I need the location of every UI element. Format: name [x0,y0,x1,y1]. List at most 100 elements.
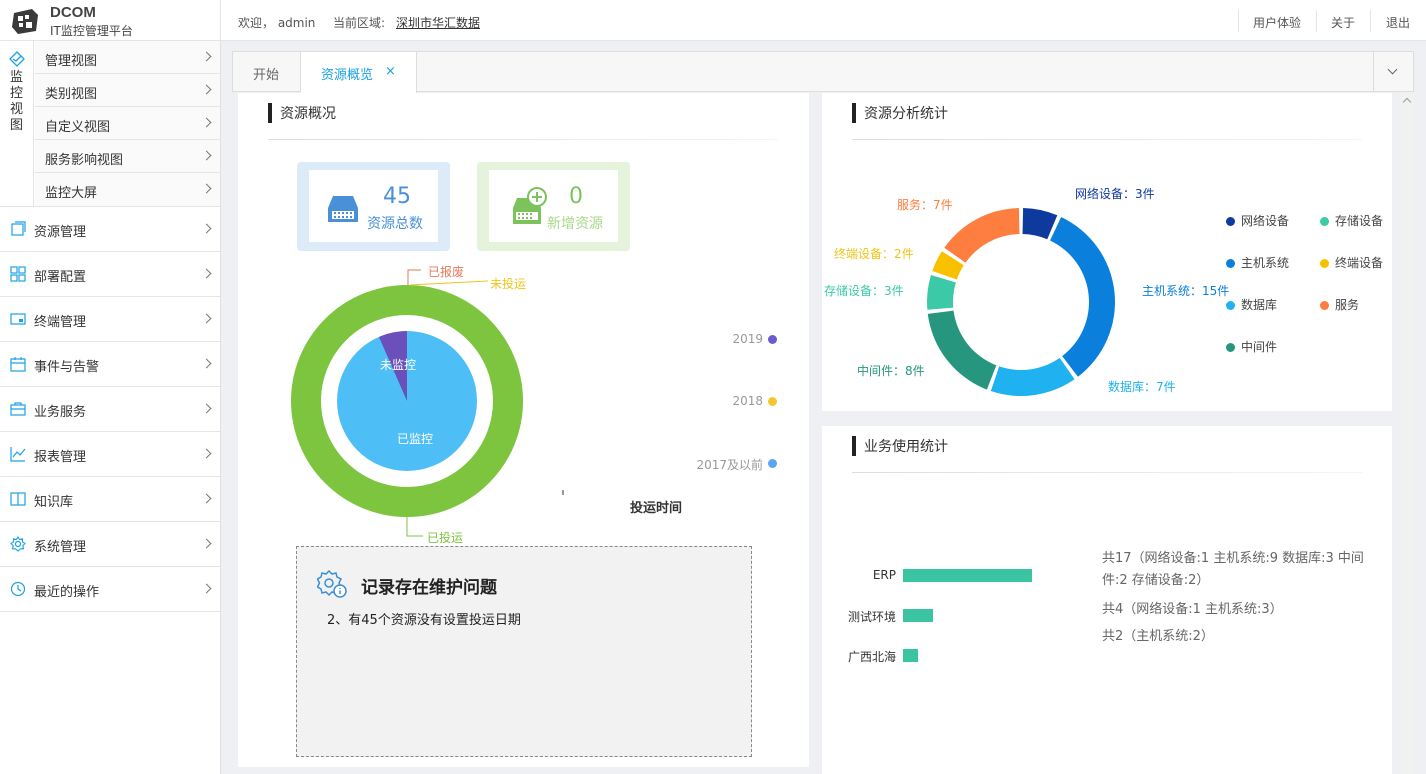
donut-slice-host-system[interactable] [1050,217,1115,377]
resource-analysis-donut [927,208,1115,397]
tab-close-icon[interactable]: × [385,64,396,79]
new-resources-card[interactable]: 0 新增资源 [477,162,630,251]
donut-slice-storage-device[interactable] [927,274,956,310]
monitor-icon [9,51,25,67]
total-resources-value: 45 [383,184,411,209]
chevron-right-icon [201,150,212,161]
tab-resource-overview[interactable]: 资源概览 [301,52,417,93]
sidebar-item-system-management[interactable]: 系统管理 [0,522,220,567]
chevron-down-icon [1387,64,1398,75]
sidebar-item-label: 知识库 [34,495,74,510]
sidebar-item-category-view[interactable]: 类别视图 [35,74,220,107]
sidebar-item-label: 资源管理 [34,225,87,240]
bar-note-erp: 共17（网络设备:1 主机系统:9 数据库:3 中间件:2 存储设备:2） [1102,551,1364,588]
chevron-right-icon [201,183,212,194]
legend-label: 存储设备 [1335,214,1384,228]
legend-item[interactable]: 主机系统 [1226,254,1289,271]
sidebar-item-label: 部署配置 [34,270,87,285]
legend-dot [1226,259,1235,268]
sidebar-item-service-impact-view[interactable]: 服务影响视图 [35,140,220,173]
donut-slice-service[interactable] [944,208,1020,263]
chevron-right-icon [201,583,212,594]
legend-item[interactable]: 存储设备 [1320,212,1383,229]
bar-label-guangxi-beihai: 广西北海 [847,650,896,664]
sidebar-item-management-view[interactable]: 管理视图 [35,41,220,74]
legend-item[interactable]: 服务 [1320,296,1359,313]
bar-guangxi-beihai[interactable] [903,649,918,662]
donut-slice-middleware[interactable] [927,310,997,390]
year-2019-label: 2019 [732,332,763,346]
legend-label: 数据库 [1241,298,1278,312]
scroll-up-icon [1402,97,1412,107]
tab-menu-button[interactable] [1373,52,1413,92]
welcome-text: 欢迎， admin [238,16,316,30]
sidebar-item-custom-view[interactable]: 自定义视图 [35,107,220,140]
tab-label: 资源概览 [321,68,374,83]
chevron-right-icon [201,84,212,95]
chevron-right-icon [201,538,212,549]
legend-dot [1226,217,1235,226]
unmonitored-slice [379,331,407,401]
year-2018-label: 2018 [732,394,763,408]
bar-test-env[interactable] [903,609,933,622]
donut-slice-network-device[interactable] [1022,208,1058,240]
total-resources-label: 资源总数 [367,216,423,232]
sidebar-item-resource-management[interactable]: 资源管理 [0,207,220,252]
sidebar-item-deploy-config[interactable]: 部署配置 [0,252,220,297]
server-icon [328,196,358,222]
leader-line [407,269,421,285]
legend-dot [1320,217,1329,226]
year-2017-label: 2017及以前 [696,458,763,472]
region-link[interactable]: 深圳市华汇数据 [396,16,481,30]
legend-label: 终端设备 [1335,256,1384,270]
scrapped-label: 已报废 [428,265,465,279]
sidebar-item-label: 最近的操作 [34,585,100,600]
legend-label: 主机系统 [1241,256,1290,270]
chevron-right-icon [201,448,212,459]
deploy-icon [10,266,26,282]
sidebar-item-report-management[interactable]: 报表管理 [0,432,220,477]
divider [852,139,1362,140]
tab-start[interactable]: 开始 [233,52,301,92]
donut-slice-database[interactable] [990,357,1075,397]
sidebar-item-label: 业务服务 [34,405,87,420]
legend-item[interactable]: 数据库 [1226,296,1277,313]
sidebar-item-label: 终端管理 [34,315,87,330]
sidebar-item-terminal-management[interactable]: 终端管理 [0,297,220,342]
deployment-status-chart [291,269,564,537]
bar-erp[interactable] [903,569,1032,582]
legend-item[interactable]: 终端设备 [1320,254,1383,271]
sidebar-item-monitor-screen[interactable]: 监控大屏 [35,173,220,206]
new-resources-label: 新增资源 [547,216,603,232]
sidebar-item-business-service[interactable]: 业务服务 [0,387,220,432]
monitored-label: 已监控 [397,432,434,446]
monitor-view-label[interactable]: 监控视图 [0,41,34,207]
scrollbar[interactable] [1400,93,1414,774]
bar-note-test-env: 共4（网络设备:1 主机系统:3） [1102,602,1283,617]
app-logo[interactable]: DCOM IT监控管理平台 [0,0,221,41]
user-experience-link[interactable]: 用户体验 [1253,16,1302,30]
resource-analysis-panel: 资源分析统计 网络设备：3件 主机系统：15件 数据库：7件 中间件：8件 存储设备：3… [822,93,1392,411]
alarm-icon [10,357,26,372]
sidebar-item-events-alarms[interactable]: 事件与告警 [0,342,220,387]
book-icon [10,492,26,506]
app-subtitle: IT监控管理平台 [50,24,133,38]
sidebar-item-label: 服务影响视图 [45,153,124,168]
sidebar-item-knowledge-base[interactable]: 知识库 [0,477,220,522]
chevron-right-icon [201,358,212,369]
chevron-right-icon [201,51,212,62]
legend-item[interactable]: 网络设备 [1226,212,1289,229]
deploy-time-label: 投运时间 [630,501,683,516]
resource-overview-panel: 资源概况 45 资源总数 0 新增资源 [238,93,809,767]
sidebar-item-recent-operations[interactable]: 最近的操作 [0,567,220,612]
total-resources-card[interactable]: 45 资源总数 [297,162,450,251]
top-header: DCOM IT监控管理平台 欢迎， admin 当前区域: 深圳市华汇数据 用户… [0,0,1426,41]
about-link[interactable]: 关于 [1331,16,1356,30]
donut-slice-terminal-device[interactable] [932,251,964,280]
logout-link[interactable]: 退出 [1386,16,1411,30]
monitor-view-text: 监控视图 [10,70,24,133]
legend-item[interactable]: 中间件 [1226,338,1277,355]
notice-text: 2、有45个资源没有设置投运日期 [327,613,521,628]
leader-line [406,517,423,537]
not-deployed-label: 未投运 [490,277,527,291]
